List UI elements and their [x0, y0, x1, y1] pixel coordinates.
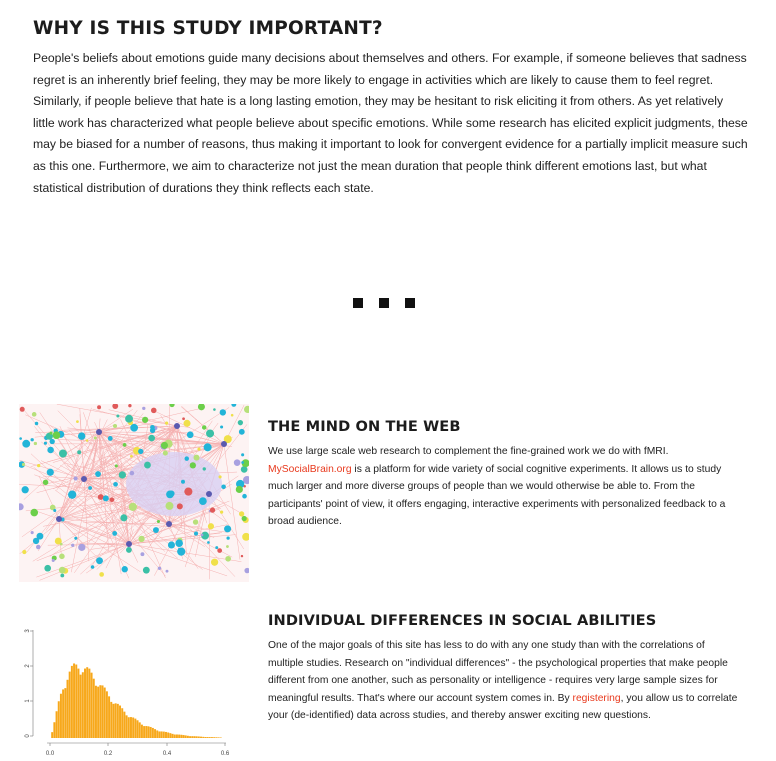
x-tick-label: 0.2 — [104, 751, 113, 757]
mind-on-web-card: THE MIND ON THE WEB We use large scale w… — [268, 418, 738, 531]
histogram-bars — [51, 663, 222, 738]
individual-differences-card: INDIVIDUAL DIFFERENCES IN SOCIAL ABILITI… — [268, 612, 738, 725]
individual-differences-heading: INDIVIDUAL DIFFERENCES IN SOCIAL ABILITI… — [268, 612, 657, 629]
importance-heading: WHY IS THIS STUDY IMPORTANT? — [33, 18, 383, 39]
mysocialbrain-link[interactable]: MySocialBrain.org — [268, 463, 352, 475]
y-tick-label: 3 — [25, 629, 31, 633]
x-tick-label: 0.6 — [221, 751, 230, 757]
x-tick-label: 0.4 — [163, 751, 172, 757]
y-tick-label: 0 — [25, 734, 31, 738]
individual-differences-text-end: , you allow us to correlate your (de-ide… — [268, 692, 738, 722]
network-graph-image — [19, 404, 249, 582]
y-tick-label: 2 — [25, 664, 31, 668]
network-nodes — [19, 404, 249, 578]
mind-on-web-heading: THE MIND ON THE WEB — [268, 418, 461, 435]
mind-on-web-text: We use large scale web research to compl… — [268, 443, 738, 531]
divider-dot — [405, 298, 415, 308]
mind-on-web-text-end: is a platform for wide variety of social… — [268, 463, 726, 528]
individual-differences-text-start: One of the major goals of this site has … — [268, 640, 728, 704]
y-tick-label: 1 — [25, 699, 31, 703]
x-tick-label: 0.0 — [46, 751, 55, 757]
network-cluster — [126, 452, 222, 516]
divider-dot — [353, 298, 363, 308]
divider-dot — [379, 298, 389, 308]
section-divider-dots — [353, 298, 415, 308]
importance-section: WHY IS THIS STUDY IMPORTANT? People's be… — [33, 18, 748, 199]
mind-on-web-text-start: We use large scale web research to compl… — [268, 446, 669, 457]
histogram-image: 0.0 0.2 0.4 0.6 0 1 2 3 — [19, 600, 251, 761]
individual-differences-text: One of the major goals of this site has … — [268, 637, 738, 725]
registering-link[interactable]: registering — [572, 692, 621, 704]
importance-paragraph: People's beliefs about emotions guide ma… — [33, 51, 748, 195]
